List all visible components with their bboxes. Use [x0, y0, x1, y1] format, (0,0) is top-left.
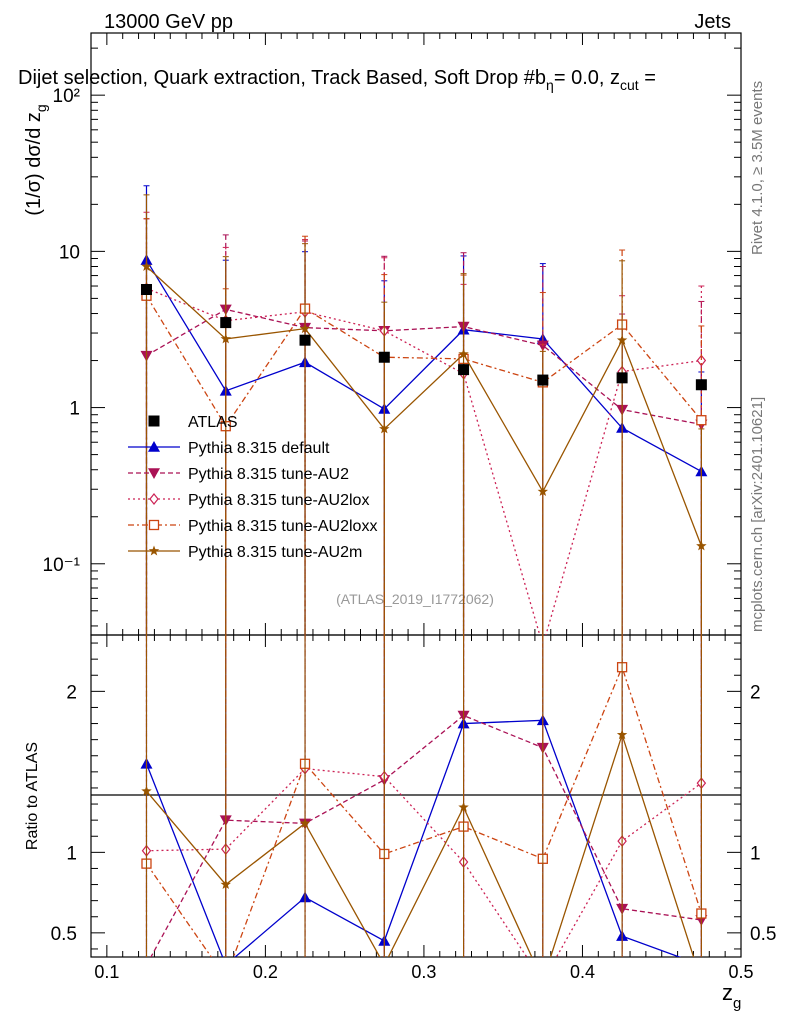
series-4-ratio-point	[299, 817, 311, 828]
upper-y-axis-label-main: (1/σ) dσ/d z	[23, 112, 45, 216]
series-4-upper-point	[220, 333, 231, 344]
upper-y-tick-label: 10⁻¹	[43, 555, 81, 576]
legend-marker-atlas	[148, 415, 160, 427]
series-2-upper-point	[696, 354, 707, 367]
atlas-data-point	[299, 334, 311, 346]
series-4-upper-point	[299, 323, 311, 334]
legend-marker-0	[148, 441, 160, 452]
plot-title-main: Dijet selection, Quark extraction, Track…	[18, 67, 546, 89]
x-axis-label-sub: g	[733, 995, 741, 1012]
atlas-data-point	[378, 351, 390, 363]
legend-label-2: Pythia 8.315 tune-AU2lox	[188, 492, 369, 509]
plot-title-suffix: = 0.0, z	[554, 67, 620, 89]
upper-y-tick-label: 1	[69, 399, 80, 420]
lower-y-tick-label: 1	[66, 843, 77, 864]
legend: ATLAS Pythia 8.315 default Pythia 8.315 tu…	[128, 414, 377, 561]
axis-ticks	[90, 33, 742, 957]
atlas-data-point	[537, 374, 549, 386]
x-axis-label: zg	[722, 980, 741, 1012]
series-0-ratio-line	[145, 719, 682, 957]
legend-marker-1	[148, 468, 160, 479]
series-4-upper-point	[141, 261, 152, 271]
process-label: Jets	[694, 11, 731, 33]
legend-marker-4	[148, 545, 160, 556]
series-3-upper-line	[145, 295, 702, 428]
upper-y-tick-label: 10	[59, 242, 80, 263]
x-tick-label: 0.1	[94, 962, 119, 982]
series-4-upper-point	[458, 348, 469, 359]
upper-series-layer	[140, 185, 708, 635]
series-4-upper-point	[537, 486, 549, 497]
legend-marker-3	[148, 519, 160, 531]
legend-label-0: Pythia 8.315 default	[188, 440, 330, 457]
series-4-upper-line	[146, 266, 702, 547]
lower-panel-frame	[90, 634, 742, 958]
plot-title-sub: cut	[620, 77, 639, 93]
series-4-upper-point	[616, 334, 628, 345]
series-4-upper-point	[379, 423, 390, 434]
series-2-ratio-line	[146, 767, 702, 957]
lower-y-tick-label: 2	[66, 682, 77, 703]
lower-y-axis-label: Ratio to ATLAS	[24, 742, 41, 850]
legend-label-4: Pythia 8.315 tune-AU2m	[188, 544, 362, 561]
series-2-upper-line	[146, 287, 702, 635]
atlas-data-layer	[140, 284, 707, 391]
series-3-ratio-line	[145, 665, 702, 957]
upper-y-axis-label: (1/σ) dσ/d zg	[23, 104, 49, 215]
mcplots-label: mcplots.cern.ch [arXiv:2401.10621]	[749, 397, 766, 632]
series-3-upper-point	[696, 415, 707, 426]
series-4-ratio-point	[616, 729, 628, 740]
legend-label-atlas: ATLAS	[188, 414, 238, 431]
x-axis-label-main: z	[722, 980, 733, 1005]
x-tick-label: 0.2	[253, 962, 278, 982]
atlas-data-point	[458, 364, 470, 376]
lower-y-tick-label-right: 2	[750, 682, 761, 703]
series-1-ratio-line	[150, 714, 702, 957]
lower-series-layer	[140, 635, 708, 957]
atlas-data-point	[695, 379, 707, 391]
series-0-upper-line	[145, 259, 702, 473]
series-4-ratio-point	[458, 801, 469, 812]
plot-title: Dijet selection, Quark extraction, Track…	[18, 67, 656, 93]
atlas-data-point	[140, 284, 152, 296]
atlas-data-point	[220, 317, 232, 329]
x-tick-label: 0.5	[728, 962, 753, 982]
rivet-version-label: Rivet 4.1.0, ≥ 3.5M events	[749, 81, 766, 255]
plot-title-end: =	[639, 67, 656, 89]
series-4-upper-point	[696, 540, 707, 551]
series-4-ratio-point	[220, 879, 231, 889]
series-4-ratio-point	[141, 785, 152, 796]
x-tick-label: 0.3	[411, 962, 436, 982]
legend-label-3: Pythia 8.315 tune-AU2loxx	[188, 518, 377, 535]
legend-label-1: Pythia 8.315 tune-AU2	[188, 466, 349, 483]
lower-y-tick-label-right: 0.5	[750, 924, 776, 945]
series-1-upper-line	[146, 308, 702, 426]
atlas-data-point	[616, 372, 628, 384]
analysis-watermark: (ATLAS_2019_I1772062)	[336, 591, 494, 607]
beam-label: 13000 GeV pp	[104, 11, 233, 33]
lower-y-tick-label-right: 1	[750, 843, 761, 864]
lower-y-tick-label: 0.5	[51, 924, 77, 945]
series-4-ratio-line	[145, 732, 695, 957]
upper-y-axis-label-sub: g	[33, 104, 49, 112]
x-tick-label: 0.4	[570, 962, 595, 982]
legend-marker-2	[149, 493, 159, 505]
plot-title-eta-sub: η	[546, 77, 554, 93]
upper-y-tick-label: 10²	[53, 86, 80, 107]
axis-tick-labels: 0.1 0.2 0.3 0.4 0.5 10⁻¹ 1 10 10² 0.5 0.5 1 1 2 2	[43, 86, 777, 982]
